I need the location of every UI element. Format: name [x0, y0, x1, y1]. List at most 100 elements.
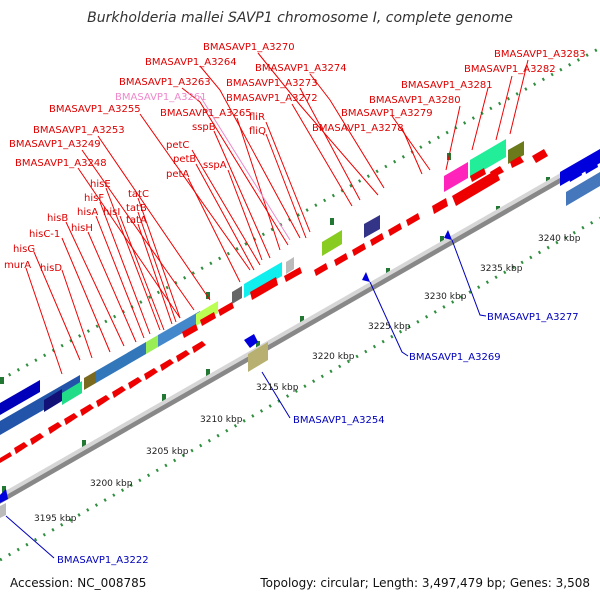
scale-label: 3200 kbp	[90, 479, 133, 489]
genome-summary: Topology: circular; Length: 3,497,479 bp…	[260, 576, 590, 590]
block-lime-3	[322, 230, 342, 256]
reverse-gene-3277	[444, 230, 452, 240]
gene-label: hisH	[71, 223, 93, 234]
gene-label: hisE	[90, 179, 111, 190]
tick-3195	[2, 486, 6, 493]
reverse-gene-right	[568, 167, 582, 182]
backbone-line	[0, 150, 600, 499]
leader-hisA	[95, 215, 145, 339]
gene-label: fliQ	[249, 126, 266, 137]
leader-hisF	[99, 201, 151, 335]
gene-arrow	[370, 233, 384, 246]
gene-label: BMASAVP1_A3249	[9, 139, 101, 150]
gene-arrow	[112, 386, 126, 398]
gene-label: BMASAVP1_A3248	[15, 158, 107, 169]
block-blue-1	[96, 342, 146, 383]
gene-label: BMASAVP1_A3253	[33, 125, 125, 136]
gene-label: BMASAVP1_A3280	[369, 95, 461, 106]
leader-hisC-1	[61, 237, 111, 353]
leader-petA	[187, 177, 241, 283]
leader-A3274	[309, 73, 385, 189]
block-grey-left	[0, 503, 6, 518]
leader-tatA	[137, 223, 173, 325]
gene-arrow	[182, 324, 198, 338]
reverse-genes	[0, 159, 598, 503]
gene-label: BMASAVP1_A3282	[464, 64, 556, 75]
gene-arrow	[176, 350, 190, 362]
gene-label: BMASAVP1_A3255	[49, 104, 141, 115]
leader-A3270	[257, 52, 379, 196]
block-navy	[364, 215, 380, 238]
scale-label: 3210 kbp	[200, 415, 243, 425]
scale-label: 3195 kbp	[34, 514, 77, 524]
gene-label-blue: BMASAVP1_A3222	[57, 555, 149, 566]
gene-label: hisI	[103, 207, 120, 218]
gene-arrow	[470, 168, 486, 182]
leader-hisE	[105, 187, 161, 331]
gene-arrow	[64, 413, 78, 425]
gene-label: BMASAVP1_A3278	[312, 123, 404, 134]
gene-arrow	[532, 149, 548, 163]
feature-blocks	[0, 139, 600, 435]
leader-A3253	[97, 135, 211, 301]
block-aqua	[470, 139, 506, 178]
tick-3225	[386, 268, 390, 275]
gene-arrow	[80, 404, 94, 416]
leader-A3264	[199, 65, 301, 239]
block-lightgrey	[286, 257, 294, 274]
leader-hisB	[65, 221, 125, 347]
gene-arrow	[452, 170, 500, 206]
leader-fliR	[265, 121, 311, 233]
gene-label: BMASAVP1_A3273	[226, 78, 318, 89]
gene-arrow	[14, 442, 28, 454]
leader-A3265	[236, 117, 281, 251]
gene-label: BMASAVP1_A3281	[401, 80, 493, 91]
leader-tatB	[137, 211, 177, 323]
upper-tick-row	[0, 46, 600, 382]
red-leader-lines	[25, 52, 529, 375]
gene-label: BMASAVP1_A3283	[494, 49, 586, 60]
gene-label: petA	[166, 169, 189, 180]
gene-label: BMASAVP1_A3264	[145, 57, 237, 68]
gene-label: tatC	[128, 189, 149, 200]
leader-A3248	[77, 167, 181, 319]
gene-label: sspB	[192, 122, 216, 133]
gene-label: tatA	[126, 215, 147, 226]
gene-label: sspA	[203, 160, 227, 171]
gene-arrow	[250, 277, 278, 300]
leader-petB	[195, 163, 255, 271]
gene-label: BMASAVP1_A3279	[341, 108, 433, 119]
gene-arrow	[510, 156, 524, 168]
block-olive	[84, 371, 96, 390]
block-navy-left	[0, 380, 40, 415]
map-title: Burkholderia mallei SAVP1 chromosome I, …	[87, 10, 513, 26]
leader-A3282	[495, 75, 513, 141]
gene-label: hisC-1	[29, 229, 60, 240]
reverse-gene-3269	[362, 272, 370, 282]
lower-blocks	[0, 342, 268, 518]
gene-label-blue: BMASAVP1_A3254	[293, 415, 385, 426]
blue-leader-lines	[5, 239, 487, 559]
gene-label: BMASAVP1_A3263	[119, 77, 211, 88]
tick-u2	[206, 292, 210, 299]
gene-arrow	[0, 452, 12, 463]
leader-hisH	[87, 231, 137, 343]
leader-A3278	[401, 127, 423, 175]
block-khaki	[248, 342, 268, 372]
block-darkblue	[44, 389, 62, 412]
gene-label: BMASAVP1_A3270	[203, 42, 295, 53]
leader-sspB	[213, 130, 271, 259]
leader-hisD	[61, 269, 93, 359]
scale-label: 3225 kbp	[368, 322, 411, 332]
block-magenta	[444, 162, 468, 192]
block-olive-2	[508, 141, 524, 164]
gene-label: hisD	[40, 263, 62, 274]
block-blue-left	[0, 375, 80, 435]
reverse-gene-right	[584, 159, 598, 174]
block-green-1	[62, 381, 82, 405]
gene-arrow	[200, 312, 216, 326]
leader-tatC	[137, 197, 181, 319]
leader-A3272	[291, 103, 353, 207]
